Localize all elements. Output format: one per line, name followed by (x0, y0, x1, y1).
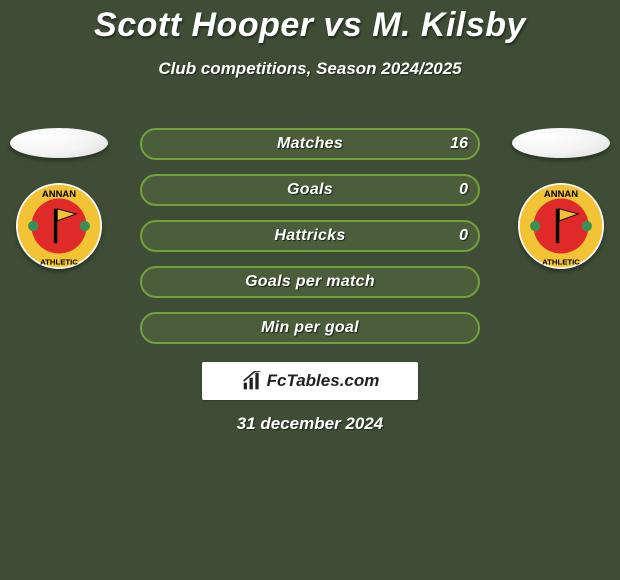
page-subtitle: Club competitions, Season 2024/2025 (0, 59, 620, 79)
stat-bar-min-per-goal: Min per goal (140, 312, 480, 344)
club-column-right: ANNAN ATHLETIC (512, 128, 610, 269)
stat-bar-hattricks: Hattricks 0 (140, 220, 480, 252)
club-placeholder-left (10, 128, 108, 158)
svg-text:ATHLETIC: ATHLETIC (40, 258, 78, 267)
stat-label: Matches (277, 135, 343, 153)
page-root: Scott Hooper vs M. Kilsby Club competiti… (0, 6, 620, 580)
stat-bar-goals-per-match: Goals per match (140, 266, 480, 298)
page-title: Scott Hooper vs M. Kilsby (0, 6, 620, 45)
stat-value: 0 (459, 227, 468, 245)
svg-text:ANNAN: ANNAN (42, 189, 76, 200)
bar-chart-icon (241, 371, 263, 391)
stat-label: Min per goal (261, 319, 359, 337)
club-badge-left: ANNAN ATHLETIC (16, 183, 102, 269)
stat-bars: Matches 16 Goals 0 Hattricks 0 Goals per… (140, 128, 480, 344)
stat-value: 0 (459, 181, 468, 199)
stat-bar-matches: Matches 16 (140, 128, 480, 160)
stat-label: Goals (287, 181, 333, 199)
club-column-left: ANNAN ATHLETIC (10, 128, 108, 269)
svg-text:ATHLETIC: ATHLETIC (542, 258, 580, 267)
logo-text: FcTables.com (267, 371, 380, 391)
stat-value: 16 (450, 135, 468, 153)
fctables-logo: FcTables.com (202, 362, 418, 400)
stat-label: Goals per match (245, 273, 375, 291)
svg-text:ANNAN: ANNAN (544, 189, 578, 200)
snapshot-date: 31 december 2024 (0, 414, 620, 434)
annan-athletic-crest-icon: ANNAN ATHLETIC (16, 183, 102, 269)
annan-athletic-crest-icon: ANNAN ATHLETIC (518, 183, 604, 269)
club-badge-right: ANNAN ATHLETIC (518, 183, 604, 269)
stat-bar-goals: Goals 0 (140, 174, 480, 206)
club-placeholder-right (512, 128, 610, 158)
stat-label: Hattricks (274, 227, 345, 245)
